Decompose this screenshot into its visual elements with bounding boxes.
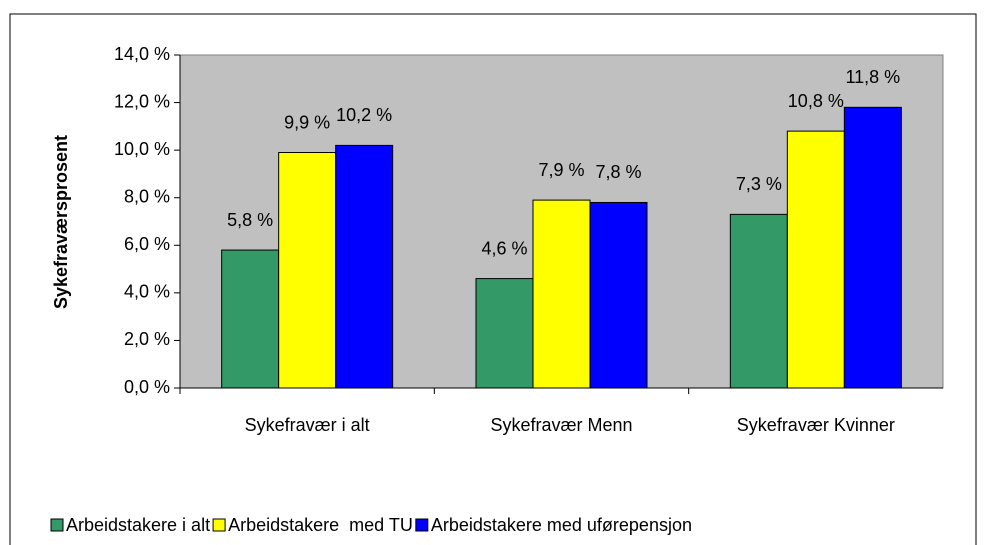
y-tick-label: 6,0 % [124, 234, 170, 254]
bar [475, 278, 534, 389]
data-label: 5,8 % [227, 210, 273, 230]
legend-label: Arbeidstakere med TU [228, 515, 413, 535]
data-label: 4,6 % [481, 238, 527, 258]
y-tick-label: 14,0 % [114, 44, 170, 64]
bar [278, 152, 337, 389]
legend-swatch [50, 518, 64, 532]
bar [786, 130, 845, 389]
data-label: 11,8 % [845, 67, 900, 87]
y-tick-label: 10,0 % [114, 139, 170, 159]
y-axis-label: Sykefraværsprosent [51, 135, 71, 309]
legend-swatch [212, 518, 226, 532]
legend-label: Arbeidstakere i alt [66, 515, 210, 535]
data-label: 10,8 % [788, 91, 844, 111]
bar [335, 144, 394, 389]
data-label: 7,3 % [736, 174, 782, 194]
bar [843, 106, 902, 389]
y-tick-label: 12,0 % [114, 91, 170, 111]
legend-swatch [415, 518, 429, 532]
data-label: 9,9 % [284, 112, 330, 132]
bar [589, 201, 648, 389]
legend-label: Arbeidstakere med uførepensjon [431, 515, 692, 535]
y-tick-label: 2,0 % [124, 329, 170, 349]
data-label: 7,8 % [595, 162, 641, 182]
x-tick-label: Sykefravær Kvinner [737, 415, 895, 435]
y-tick-label: 0,0 % [124, 377, 170, 397]
bar [729, 213, 788, 389]
data-label: 10,2 % [336, 105, 392, 125]
bar [532, 199, 591, 389]
bar [221, 249, 280, 389]
y-tick-label: 8,0 % [124, 186, 170, 206]
x-tick-label: Sykefravær i alt [245, 415, 370, 435]
x-tick-label: Sykefravær Menn [490, 415, 632, 435]
data-label: 7,9 % [538, 160, 584, 180]
y-tick-label: 4,0 % [124, 282, 170, 302]
